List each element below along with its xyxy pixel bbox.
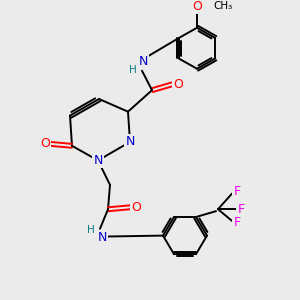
Text: N: N [138, 56, 148, 68]
Text: F: F [233, 185, 241, 198]
Text: O: O [173, 78, 183, 91]
Text: H: H [129, 65, 137, 75]
Text: N: N [93, 154, 103, 167]
Text: O: O [192, 0, 202, 13]
Text: N: N [97, 231, 107, 244]
Text: O: O [40, 137, 50, 150]
Text: N: N [125, 135, 135, 148]
Text: F: F [237, 203, 244, 216]
Text: CH₃: CH₃ [213, 1, 232, 11]
Text: O: O [131, 201, 141, 214]
Text: F: F [233, 216, 241, 230]
Text: H: H [87, 225, 95, 235]
